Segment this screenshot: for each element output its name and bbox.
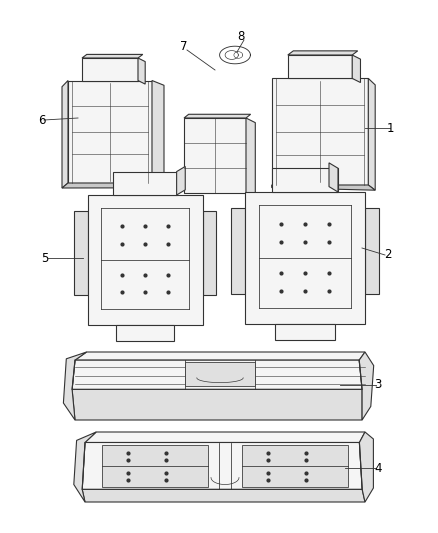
Polygon shape: [272, 78, 368, 185]
Polygon shape: [230, 208, 245, 294]
Polygon shape: [359, 352, 374, 420]
Polygon shape: [272, 168, 338, 192]
Polygon shape: [62, 80, 68, 188]
Text: 1: 1: [386, 122, 394, 134]
Polygon shape: [88, 195, 202, 325]
Polygon shape: [185, 362, 255, 386]
Polygon shape: [62, 183, 164, 188]
Polygon shape: [329, 163, 338, 192]
Polygon shape: [64, 352, 87, 420]
Polygon shape: [72, 360, 362, 390]
Text: 7: 7: [180, 41, 188, 53]
Polygon shape: [102, 445, 208, 487]
Polygon shape: [82, 489, 365, 502]
Polygon shape: [184, 114, 251, 118]
Polygon shape: [82, 442, 362, 489]
Text: 5: 5: [41, 252, 49, 264]
Polygon shape: [177, 166, 185, 195]
Polygon shape: [72, 390, 362, 420]
Polygon shape: [272, 185, 375, 190]
Polygon shape: [245, 192, 365, 324]
Polygon shape: [68, 80, 152, 183]
Polygon shape: [242, 445, 348, 487]
Text: 4: 4: [374, 462, 382, 474]
Polygon shape: [152, 80, 164, 188]
Polygon shape: [138, 58, 145, 84]
Polygon shape: [368, 78, 375, 190]
Polygon shape: [82, 54, 143, 58]
Polygon shape: [202, 211, 216, 295]
Polygon shape: [116, 325, 174, 341]
Polygon shape: [82, 58, 138, 80]
Text: 3: 3: [374, 378, 381, 392]
Polygon shape: [360, 432, 374, 502]
Polygon shape: [246, 118, 255, 198]
Polygon shape: [85, 432, 365, 442]
Text: 8: 8: [237, 30, 245, 44]
Polygon shape: [74, 432, 96, 502]
Text: 6: 6: [38, 114, 46, 126]
Polygon shape: [365, 208, 379, 294]
Polygon shape: [275, 324, 335, 340]
Polygon shape: [184, 118, 246, 193]
Polygon shape: [74, 211, 88, 295]
Polygon shape: [75, 352, 365, 360]
Polygon shape: [288, 51, 358, 55]
Polygon shape: [288, 55, 352, 78]
Polygon shape: [113, 172, 177, 195]
Polygon shape: [352, 55, 360, 83]
Text: 2: 2: [384, 248, 392, 262]
